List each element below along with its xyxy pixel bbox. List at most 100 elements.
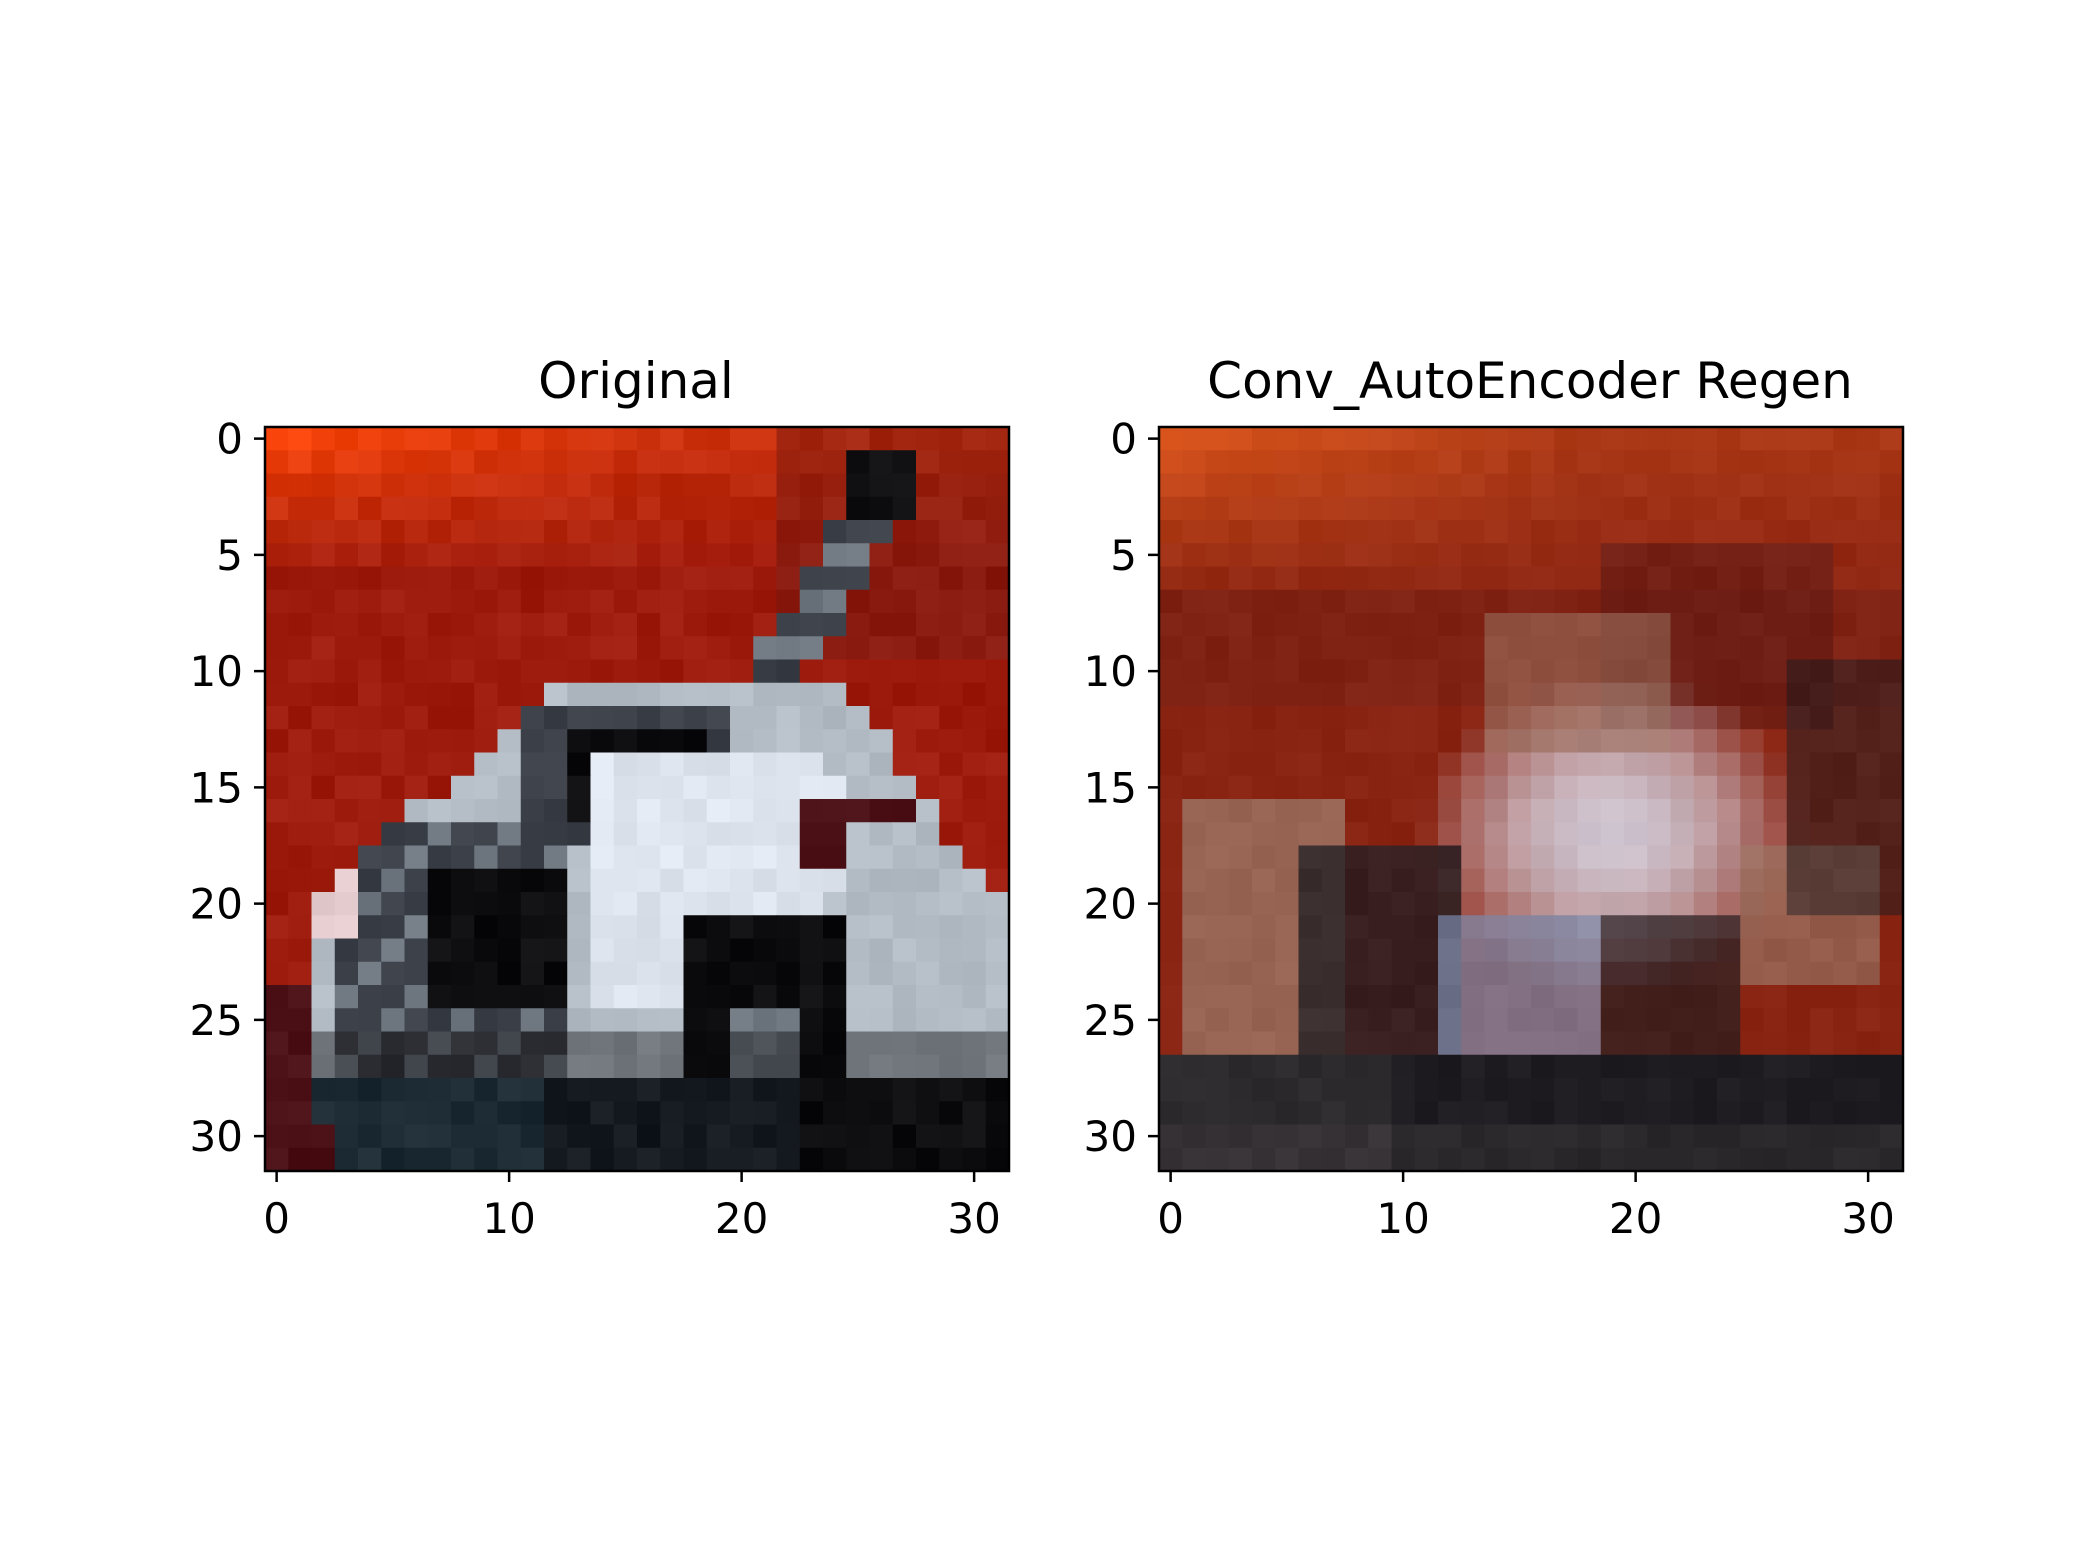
pixel: [288, 496, 313, 521]
pixel: [1391, 799, 1416, 823]
pixel: [1833, 868, 1858, 893]
pixel: [358, 566, 382, 591]
pixel: [660, 659, 685, 684]
pixel: [1693, 1054, 1718, 1079]
pixel: [497, 938, 522, 963]
pixel: [613, 682, 638, 707]
pixel: [776, 822, 801, 847]
pixel: [497, 589, 522, 614]
pixel: [451, 543, 475, 568]
pixel: [962, 1101, 987, 1126]
pixel: [1345, 543, 1369, 568]
pixel: [1228, 706, 1253, 730]
pixel: [1693, 427, 1718, 451]
pixel: [962, 1008, 987, 1033]
pixel: [1833, 1101, 1858, 1126]
pixel: [1717, 938, 1741, 963]
pixel: [1693, 1124, 1718, 1149]
pixel: [916, 892, 940, 916]
pixel: [1833, 961, 1858, 986]
pixel: [1554, 1147, 1579, 1172]
pixel: [1414, 589, 1439, 614]
pixel: [1856, 1124, 1881, 1149]
pixel: [1833, 473, 1858, 498]
pixel: [567, 636, 592, 661]
pixel: [985, 845, 1010, 870]
pixel: [1554, 1031, 1579, 1056]
pixel: [1438, 636, 1462, 661]
pixel: [1856, 682, 1881, 707]
pixel: [265, 1008, 289, 1033]
pixel: [706, 450, 731, 475]
pixel: [1484, 799, 1509, 823]
pixel: [1159, 1147, 1183, 1172]
pixel: [288, 915, 313, 940]
pixel: [1786, 938, 1811, 963]
pixel: [613, 427, 638, 451]
pixel: [1786, 473, 1811, 498]
pixel: [613, 1008, 638, 1033]
pixel: [265, 427, 289, 451]
pixel: [1717, 1008, 1741, 1033]
pixel: [404, 915, 429, 940]
pixel: [939, 915, 964, 940]
pixel: [1414, 450, 1439, 475]
pixel: [544, 985, 568, 1009]
pixel: [613, 845, 638, 870]
pixel: [776, 1078, 801, 1102]
pixel: [265, 752, 289, 777]
pixel: [1810, 938, 1834, 963]
pixel: [1507, 775, 1532, 800]
pixel: [265, 566, 289, 591]
pixel: [1670, 938, 1695, 963]
pixel: [1484, 961, 1509, 986]
pixel: [637, 659, 661, 684]
pixel: [1740, 589, 1765, 614]
pixel: [1414, 706, 1439, 730]
pixel: [660, 868, 685, 893]
pixel: [1624, 589, 1648, 614]
pixel: [1531, 473, 1555, 498]
pixel: [776, 915, 801, 940]
pixel: [544, 706, 568, 730]
pixel: [311, 427, 336, 451]
pixel: [823, 1008, 847, 1033]
pixel: [1670, 589, 1695, 614]
pixel: [1275, 729, 1300, 754]
pixel: [567, 520, 592, 544]
pixel: [1647, 868, 1672, 893]
pixel: [1507, 1101, 1532, 1126]
pixel: [1670, 473, 1695, 498]
pixel: [1879, 845, 1904, 870]
pixel: [1531, 1031, 1555, 1056]
pixel: [567, 938, 592, 963]
pixel: [985, 729, 1010, 754]
pixel: [334, 868, 359, 893]
pixel: [544, 450, 568, 475]
pixel: [1368, 636, 1393, 661]
pixel: [985, 1147, 1010, 1172]
pixel: [916, 1054, 940, 1079]
pixel: [1182, 1078, 1207, 1102]
pixel: [892, 1031, 917, 1056]
pixel: [637, 450, 661, 475]
pixel: [1740, 636, 1765, 661]
pixel: [520, 520, 545, 544]
pixel: [1856, 938, 1881, 963]
pixel: [1879, 892, 1904, 916]
pixel: [1856, 775, 1881, 800]
pixel: [1624, 1147, 1648, 1172]
pixel: [1717, 589, 1741, 614]
pixel: [1321, 427, 1346, 451]
pixel: [1321, 1008, 1346, 1033]
pixel: [869, 938, 894, 963]
pixel: [1345, 706, 1369, 730]
pixel: [1856, 427, 1881, 451]
pixel: [892, 566, 917, 591]
pixel: [613, 1101, 638, 1126]
pixel: [916, 822, 940, 847]
pixel: [1717, 520, 1741, 544]
pixel: [660, 566, 685, 591]
pixel: [939, 636, 964, 661]
pixel: [1600, 915, 1625, 940]
